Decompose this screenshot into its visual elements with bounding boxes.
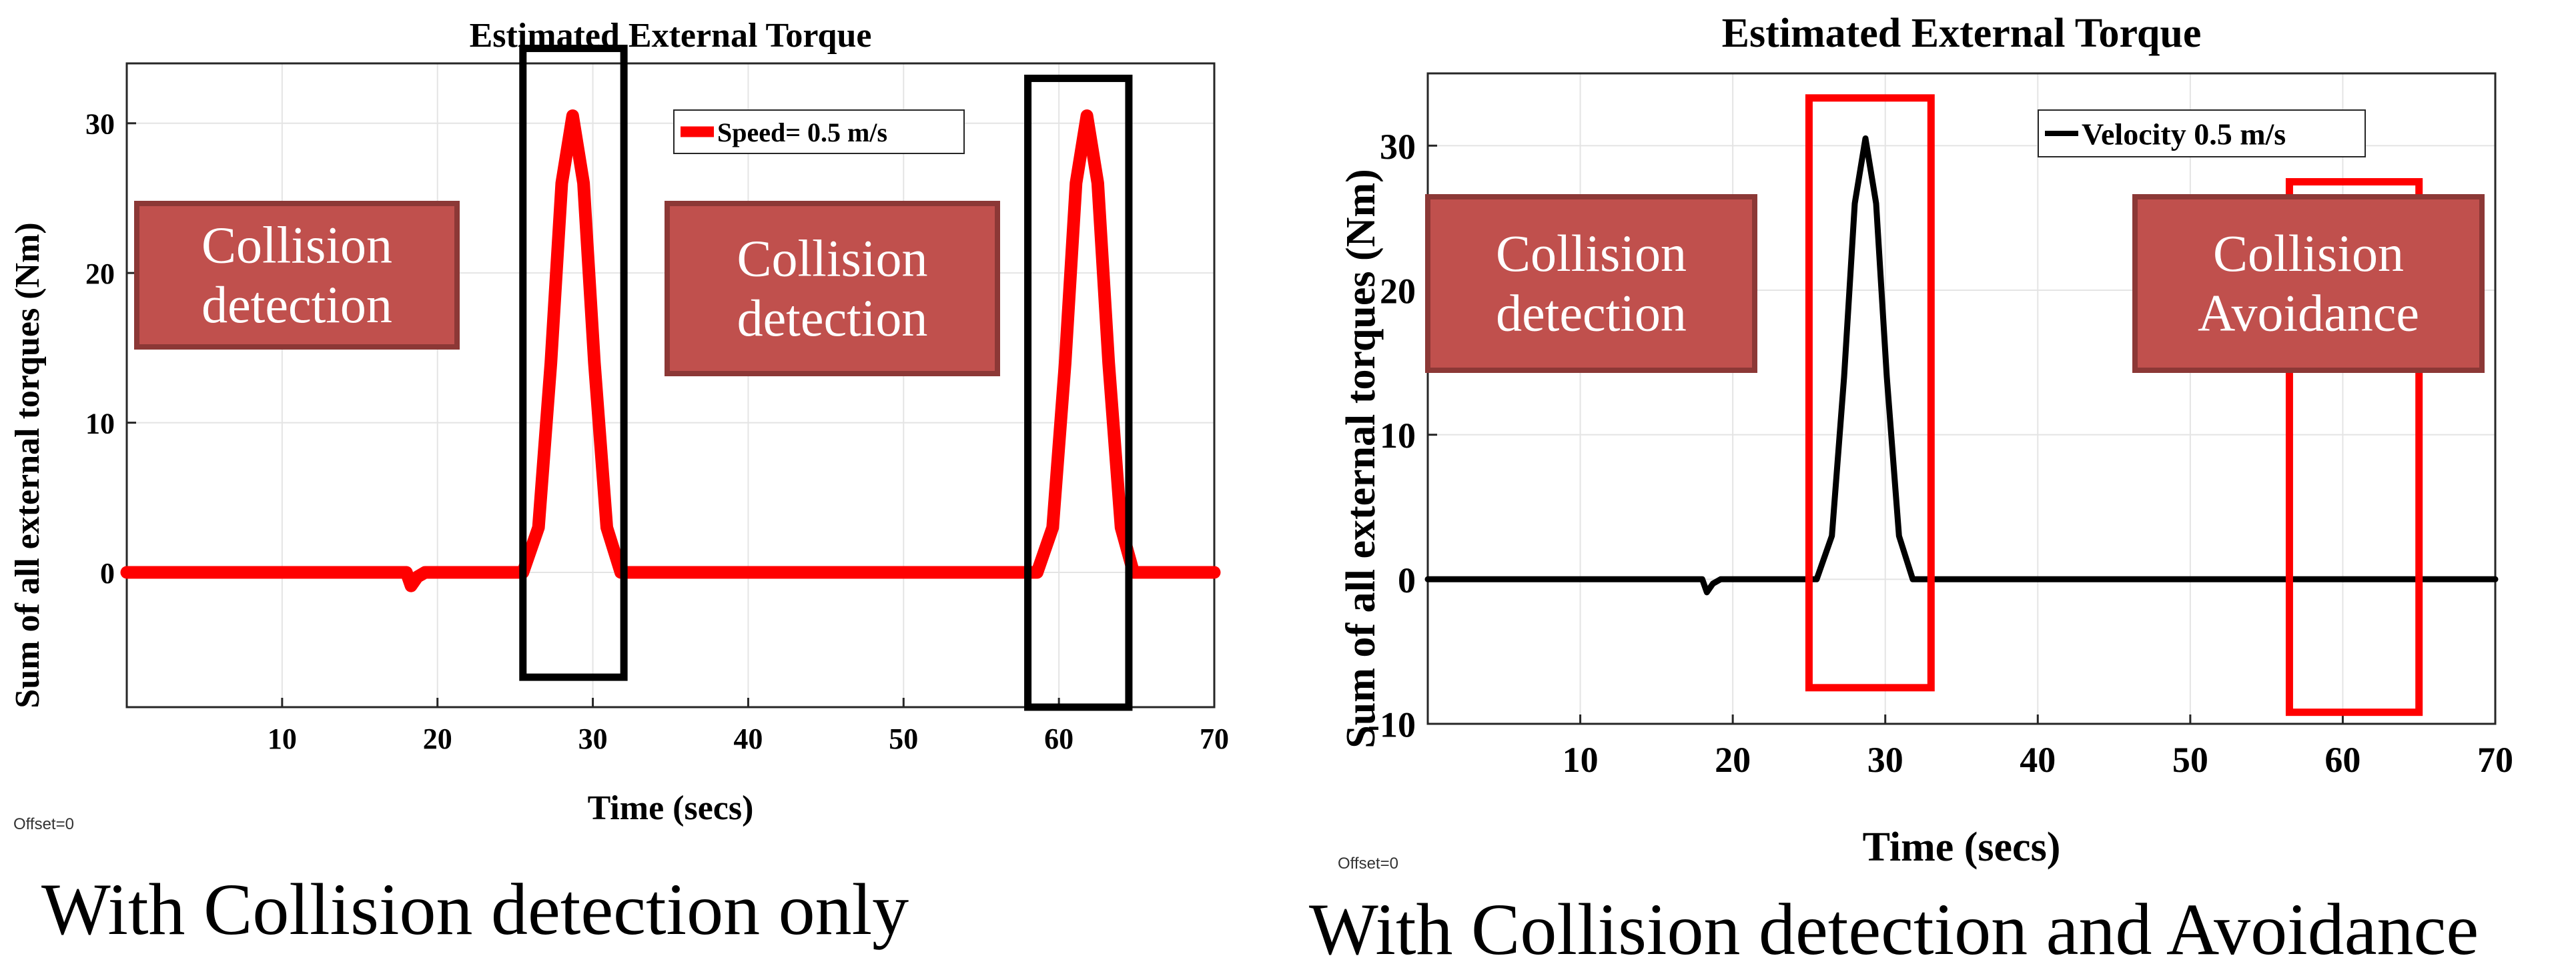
x-tick-label: 70 — [1200, 722, 1229, 755]
y-axis-label: Sum of all external torques (Nm) — [1338, 169, 1384, 748]
y-axis-label: Sum of all external torques (Nm) — [9, 222, 47, 708]
x-tick-label: 30 — [1867, 740, 1903, 780]
legend-box — [2038, 109, 2366, 157]
x-tick-label: 10 — [1563, 740, 1599, 780]
x-tick-label: 20 — [1715, 740, 1751, 780]
series-line — [1424, 135, 2499, 596]
annotation-box — [665, 201, 1000, 376]
annotation-text: detection — [1496, 284, 1687, 342]
x-tick-label: 40 — [2020, 740, 2056, 780]
y-tick-label: 30 — [1380, 127, 1416, 167]
x-tick-label: 60 — [1044, 722, 1074, 755]
plot-area — [127, 63, 1214, 707]
left-chart-panel: 10 20 30 40 50 60 70 0 10 20 30 Estimated External … — [0, 0, 1268, 965]
annotation-text: Collision — [2213, 224, 2404, 282]
annotation-text: detection — [737, 289, 928, 347]
annotation-box — [134, 201, 460, 350]
legend-label: Speed= 0.5 m/s — [717, 117, 887, 147]
x-axis-label: Time (secs) — [588, 789, 754, 827]
x-tick-label: 70 — [2477, 740, 2513, 780]
legend-label: Velocity 0.5 m/s — [2082, 117, 2286, 151]
highlight-box — [1805, 94, 1935, 692]
x-axis-label: Time (secs) — [1863, 825, 2061, 870]
series-line — [120, 109, 1221, 592]
x-tick-label: 50 — [889, 722, 918, 755]
y-tick-label: 30 — [85, 108, 115, 141]
x-tick-label: 40 — [733, 722, 763, 755]
x-tick-label: 10 — [268, 722, 297, 755]
annotation-text: Collision — [201, 215, 392, 274]
y-tick-label: -10 — [1368, 704, 1416, 745]
x-tick-label: 50 — [2172, 740, 2208, 780]
x-tick-label: 20 — [423, 722, 452, 755]
left-caption: With Collision detection only — [41, 869, 909, 950]
chart-title: Estimated External Torque — [1722, 11, 2202, 56]
y-tick-label: 10 — [1380, 416, 1416, 456]
y-tick-label: 20 — [1380, 271, 1416, 311]
y-tick-label: 0 — [1398, 560, 1416, 600]
offset-label: Offset=0 — [13, 815, 74, 833]
axes-frame — [1426, 72, 2497, 725]
annotation-text: Collision — [737, 229, 927, 287]
legend-box — [673, 109, 965, 154]
right-chart-panel: 10 20 30 40 50 60 70 -10 0 10 20 30 Estimated Extern… — [1268, 0, 2576, 970]
annotation-box — [2132, 194, 2485, 373]
highlight-box — [2285, 178, 2423, 716]
annotation-box — [1425, 194, 1757, 373]
plot-area — [1428, 73, 2495, 724]
right-caption: With Collision detection and Avoidance — [1309, 889, 2479, 970]
y-tick-label: 0 — [100, 557, 115, 590]
y-tick-label: 20 — [85, 258, 115, 290]
annotation-text: detection — [201, 276, 392, 334]
x-tick-label: 30 — [578, 722, 608, 755]
offset-label: Offset=0 — [1338, 855, 1398, 873]
annotation-text: Avoidance — [2198, 284, 2419, 342]
highlight-box — [1024, 74, 1133, 711]
highlight-box — [519, 45, 628, 681]
y-tick-label: 10 — [85, 407, 115, 440]
right-chart: 10 20 30 40 50 60 70 -10 0 10 20 30 Estimated Extern… — [1338, 11, 2513, 873]
annotation-text: Collision — [1496, 224, 1687, 282]
x-tick-label: 60 — [2324, 740, 2360, 780]
axes-frame — [125, 62, 1216, 708]
